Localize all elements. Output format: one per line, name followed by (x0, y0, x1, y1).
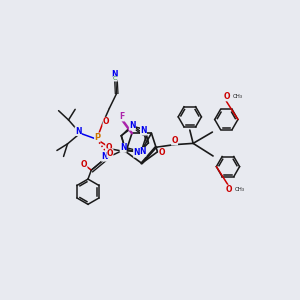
Text: N: N (75, 127, 81, 136)
Text: H: H (107, 151, 112, 157)
Text: CH₃: CH₃ (233, 94, 243, 99)
Text: O: O (81, 160, 87, 169)
Text: O: O (103, 117, 109, 126)
Text: N: N (111, 70, 118, 79)
Text: O: O (224, 92, 230, 101)
Text: O: O (158, 148, 165, 157)
Text: O: O (225, 185, 232, 194)
Text: N: N (120, 143, 126, 152)
Text: N: N (140, 126, 147, 135)
Text: CH₃: CH₃ (235, 187, 245, 192)
Text: N: N (101, 152, 108, 161)
Text: P: P (94, 133, 101, 142)
Text: C: C (113, 76, 118, 81)
Text: F: F (119, 112, 124, 121)
Text: O: O (105, 143, 112, 152)
Text: O: O (107, 148, 113, 158)
Text: N: N (129, 121, 136, 130)
Text: N: N (134, 148, 140, 157)
Text: N: N (140, 147, 146, 156)
Text: O: O (171, 136, 178, 145)
